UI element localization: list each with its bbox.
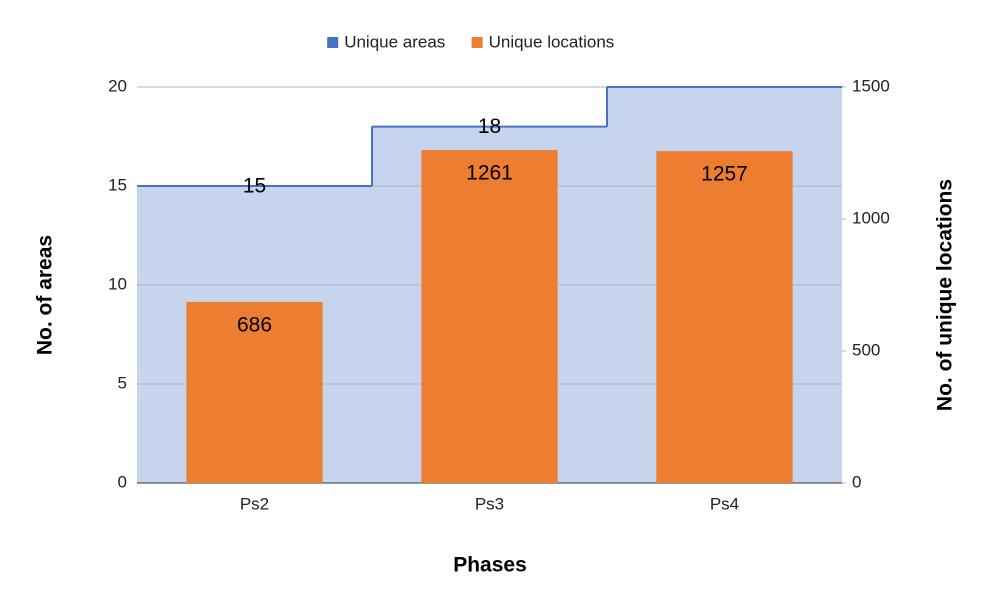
x-tick-label: Ps3 [475,494,504,513]
y-tick-label: 15 [108,175,127,194]
x-tick-label: Ps2 [240,494,269,513]
area-value-label: 18 [478,115,501,138]
bar [421,150,558,483]
bar-value-label: 1261 [466,162,513,185]
bar [656,151,793,484]
legend-swatch [471,37,483,48]
x-axis-title: Phases [453,554,527,577]
legend-label: Unique areas [344,32,445,51]
y-tick-label: 0 [118,472,127,491]
y2-tick-label: 1000 [852,208,890,227]
y2-axis-title: No. of unique locations [934,179,957,411]
y2-tick-label: 0 [852,472,861,491]
legend-label: Unique locations [489,32,615,51]
bar [186,301,323,483]
y-tick-label: 10 [108,274,127,293]
legend-swatch [327,37,339,48]
bar-value-label: 1257 [701,163,748,186]
area-value-label: 15 [243,175,266,198]
y2-tick-label: 500 [852,340,880,359]
x-tick-label: Ps4 [710,494,739,513]
y-tick-label: 20 [108,76,127,95]
y-axis-title: No. of areas [34,235,57,355]
y2-tick-label: 1500 [852,76,890,95]
bar-value-label: 686 [237,313,272,336]
y-tick-label: 5 [118,373,127,392]
